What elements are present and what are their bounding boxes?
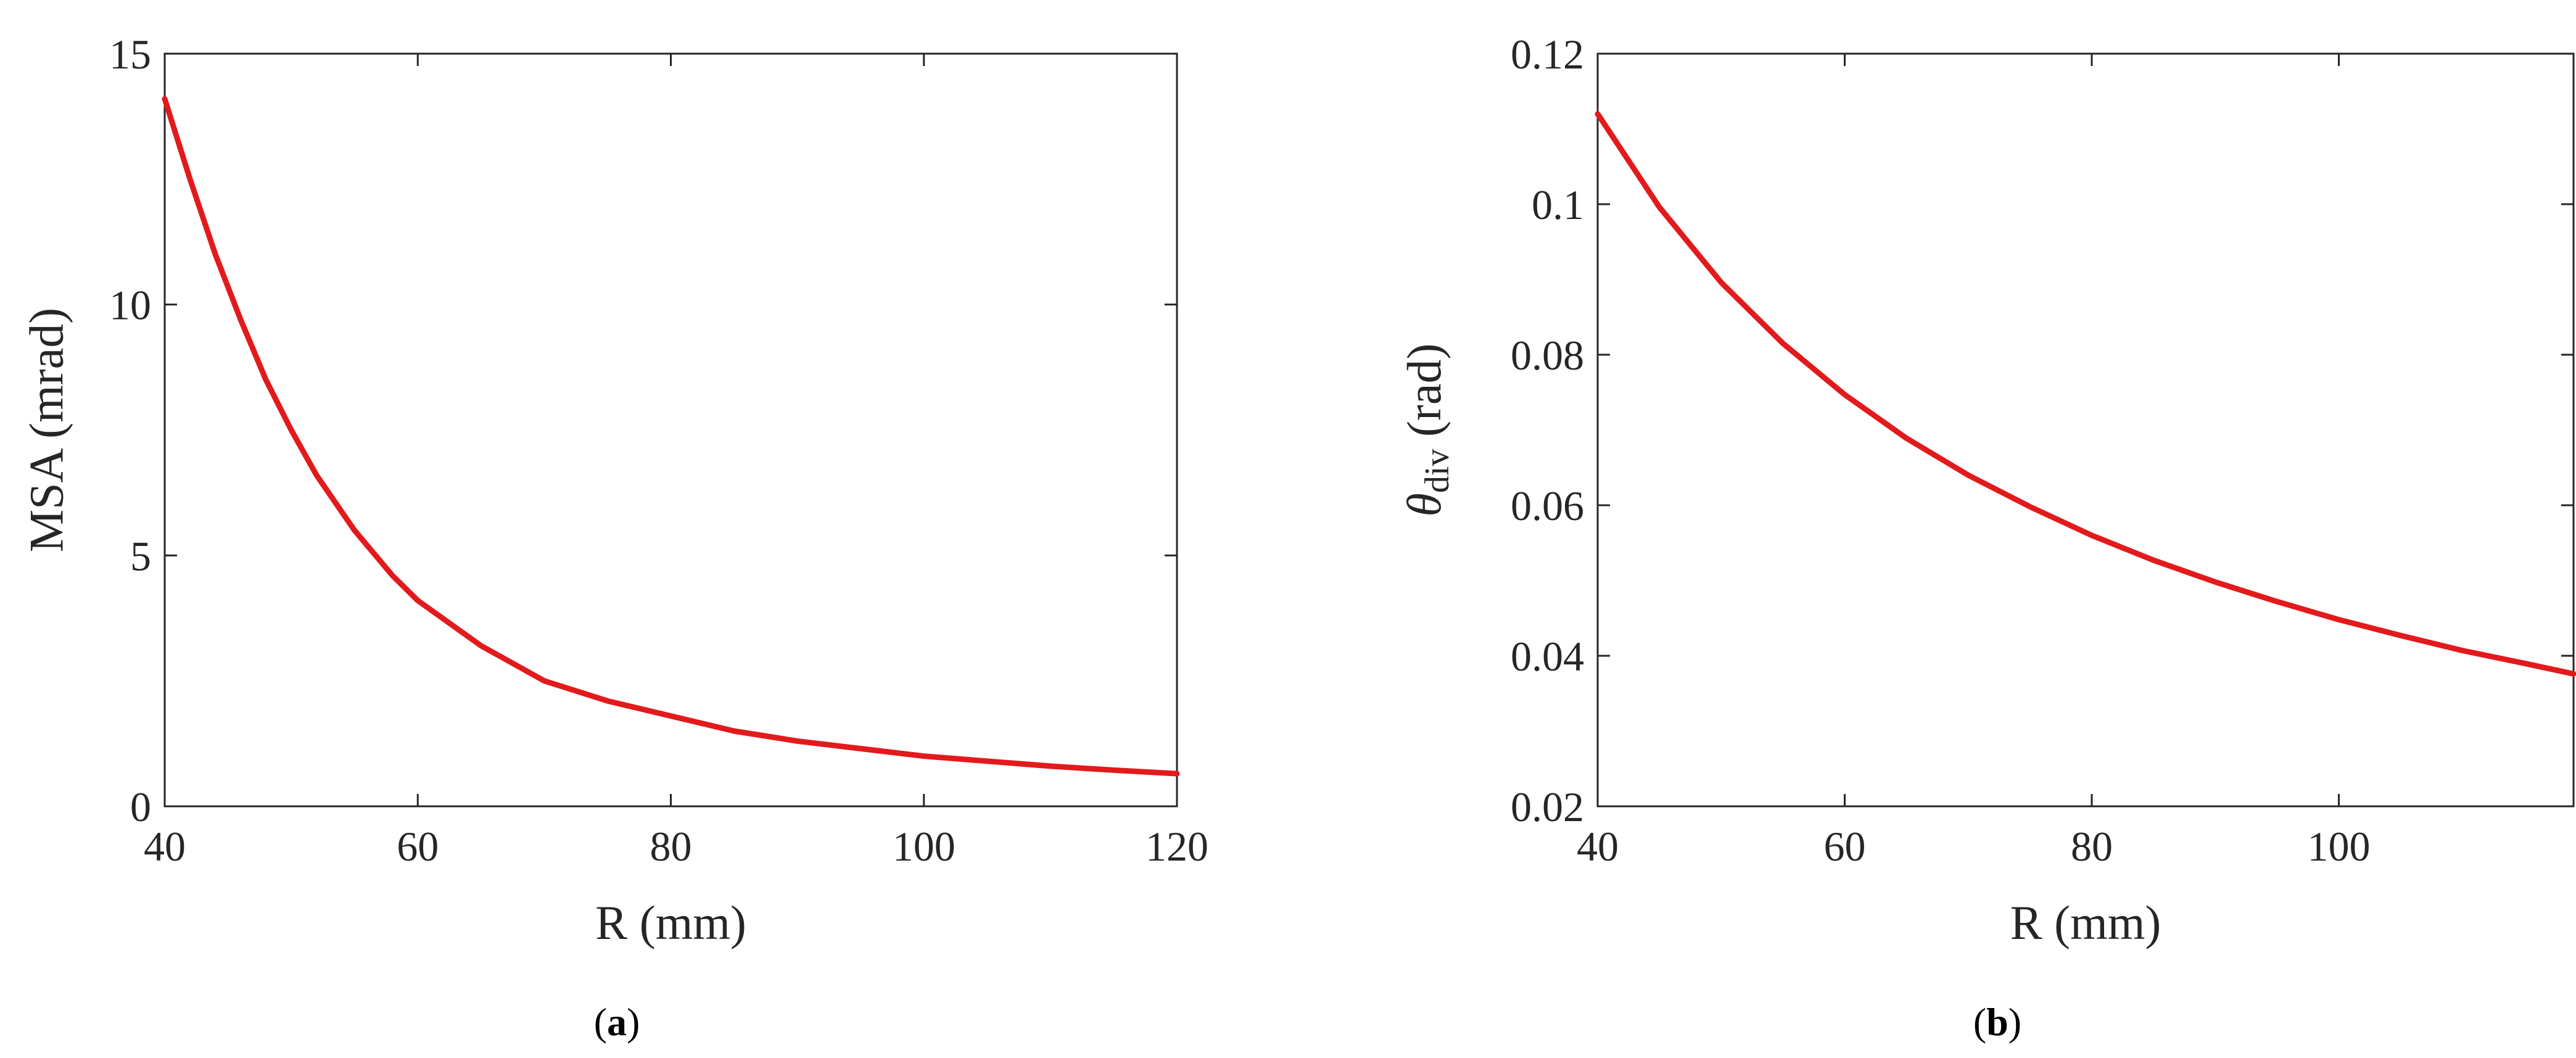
panel-a-x-tick-label: 40 <box>144 823 186 870</box>
panel-b-x-tick-label: 100 <box>2308 823 2371 870</box>
panel-b-y-tick-label: 0.12 <box>1511 31 1584 78</box>
panel-a-y-tick-label: 15 <box>109 31 151 78</box>
panel-b-x-tick-label: 80 <box>2071 823 2113 870</box>
panel-a-x-axis-label: R (mm) <box>595 896 746 949</box>
panel-b-chart: 40 60 80 100 0.02 0.04 0.06 0.08 0.1 0.12 R (mm) θd… <box>1397 31 2576 949</box>
panel-a-x-tick-label: 100 <box>893 823 956 870</box>
panel-b-caption: (b) <box>1973 1000 2021 1044</box>
panel-b-series-line <box>1595 111 2576 677</box>
panel-a-x-tick-label: 120 <box>1146 823 1208 870</box>
panel-a-y-tick-label: 5 <box>130 532 151 579</box>
panel-b-x-tick-label: 40 <box>1577 823 1619 870</box>
panel-b-letter: b <box>1986 1000 2008 1044</box>
panel-b-y-axis-label: θdiv (rad) <box>1397 344 1457 517</box>
panel-b-x-tick-label: 60 <box>1824 823 1866 870</box>
panel-b-y-tick-label: 0.06 <box>1511 482 1584 529</box>
panel-b-axes-box <box>1596 52 2575 808</box>
panel-a-y-tick-label: 0 <box>130 783 151 830</box>
panel-b-x-axis-label: R (mm) <box>2010 896 2161 949</box>
panel-b-y-tick-label: 0.02 <box>1511 783 1584 830</box>
panel-a-y-tick-label: 10 <box>109 282 151 329</box>
panel-b-y-tick-label: 0.08 <box>1511 332 1584 379</box>
panel-b-y-tick-label: 0.1 <box>1532 181 1584 228</box>
panel-a-letter: a <box>607 1000 627 1044</box>
panel-a-x-tick-label: 80 <box>650 823 692 870</box>
panel-a-y-axis-label: MSA (mrad) <box>20 308 73 552</box>
panel-a-chart: 40 60 80 100 120 0 5 10 15 R (mm) MSA (mrad) <box>20 31 1209 949</box>
panel-a-caption: (a) <box>594 1000 640 1044</box>
panel-b-y-tick-label: 0.04 <box>1511 633 1584 680</box>
panel-a-x-tick-label: 60 <box>397 823 439 870</box>
panel-a-axes-box <box>163 52 1178 808</box>
panel-a-series-line <box>162 96 1180 777</box>
